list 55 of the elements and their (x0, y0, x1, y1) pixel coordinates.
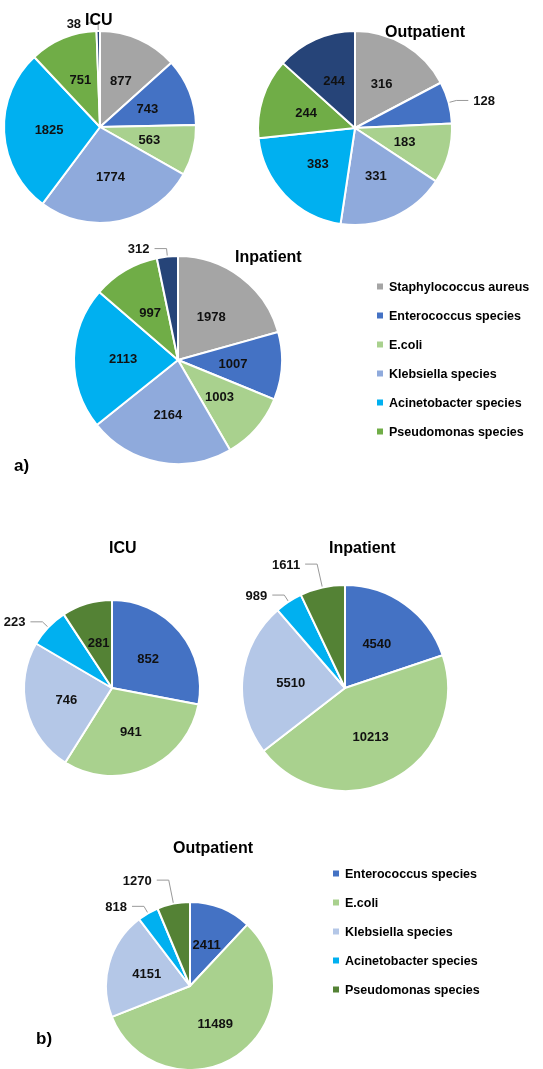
legend-label: Klebsiella species (389, 366, 497, 381)
data-label: 997 (139, 305, 161, 321)
text: b) (36, 1029, 53, 1048)
data-label: 563 (138, 131, 161, 147)
data-label: 1007 (218, 355, 248, 371)
slice-label: ICU (85, 10, 113, 28)
data-label: 1270 (122, 872, 152, 888)
data-label: 244 (323, 73, 346, 89)
data-label: 312 (127, 241, 150, 257)
data-label: 2164 (153, 406, 184, 422)
data-label: 316 (370, 76, 393, 92)
legend-label: E.coli (389, 337, 423, 352)
slice-label: Outpatient (173, 838, 254, 856)
data-label: 38 (66, 15, 82, 31)
data-label: 4540 (362, 636, 392, 652)
text: a) (14, 456, 30, 475)
slice-label: Inpatient (235, 247, 303, 265)
legend-label: Klebsiella species (345, 924, 453, 939)
legend-label: Pseudomonas species (345, 982, 480, 997)
data-label: 183 (393, 134, 416, 150)
data-label: 11489 (197, 1015, 234, 1031)
data-label: 818 (105, 898, 127, 914)
data-label: 1978 (196, 308, 226, 324)
legend-label: Enterococcus species (345, 866, 478, 881)
data-label: 989 (245, 587, 268, 603)
slice-label: Inpatient (329, 538, 397, 556)
data-label: 5510 (276, 675, 306, 691)
legend-label: Acinetobacter species (345, 953, 478, 968)
data-label: 2411 (192, 936, 221, 952)
data-label: 223 (3, 614, 26, 630)
data-label: 281 (87, 635, 110, 651)
data-label: 128 (473, 92, 496, 108)
data-label: 10213 (352, 728, 389, 744)
legend-label: E.coli (345, 895, 379, 910)
data-label: 2113 (108, 351, 138, 367)
data-label: 1003 (204, 388, 234, 404)
slice-label: Outpatient (385, 22, 466, 40)
data-label: 1611 (271, 556, 301, 572)
data-label: 1825 (34, 122, 64, 138)
data-label: 244 (295, 104, 318, 120)
data-label: 743 (136, 100, 159, 116)
data-label: 1774 (95, 169, 126, 185)
slice-label: ICU (109, 538, 137, 556)
data-label: 751 (69, 72, 92, 88)
data-label: 4151 (132, 966, 162, 982)
data-label: 746 (55, 691, 78, 707)
legend-label: Enterococcus species (389, 308, 522, 323)
data-label: 941 (119, 723, 142, 739)
legend-label: Acinetobacter species (389, 395, 522, 410)
data-label: 852 (137, 650, 160, 666)
legend-label: Staphylococcus aureus (389, 279, 530, 294)
legend-label: Pseudomonas species (389, 424, 524, 439)
data-label: 877 (109, 72, 132, 88)
data-label: 331 (365, 167, 387, 183)
data-label: 383 (306, 156, 329, 172)
